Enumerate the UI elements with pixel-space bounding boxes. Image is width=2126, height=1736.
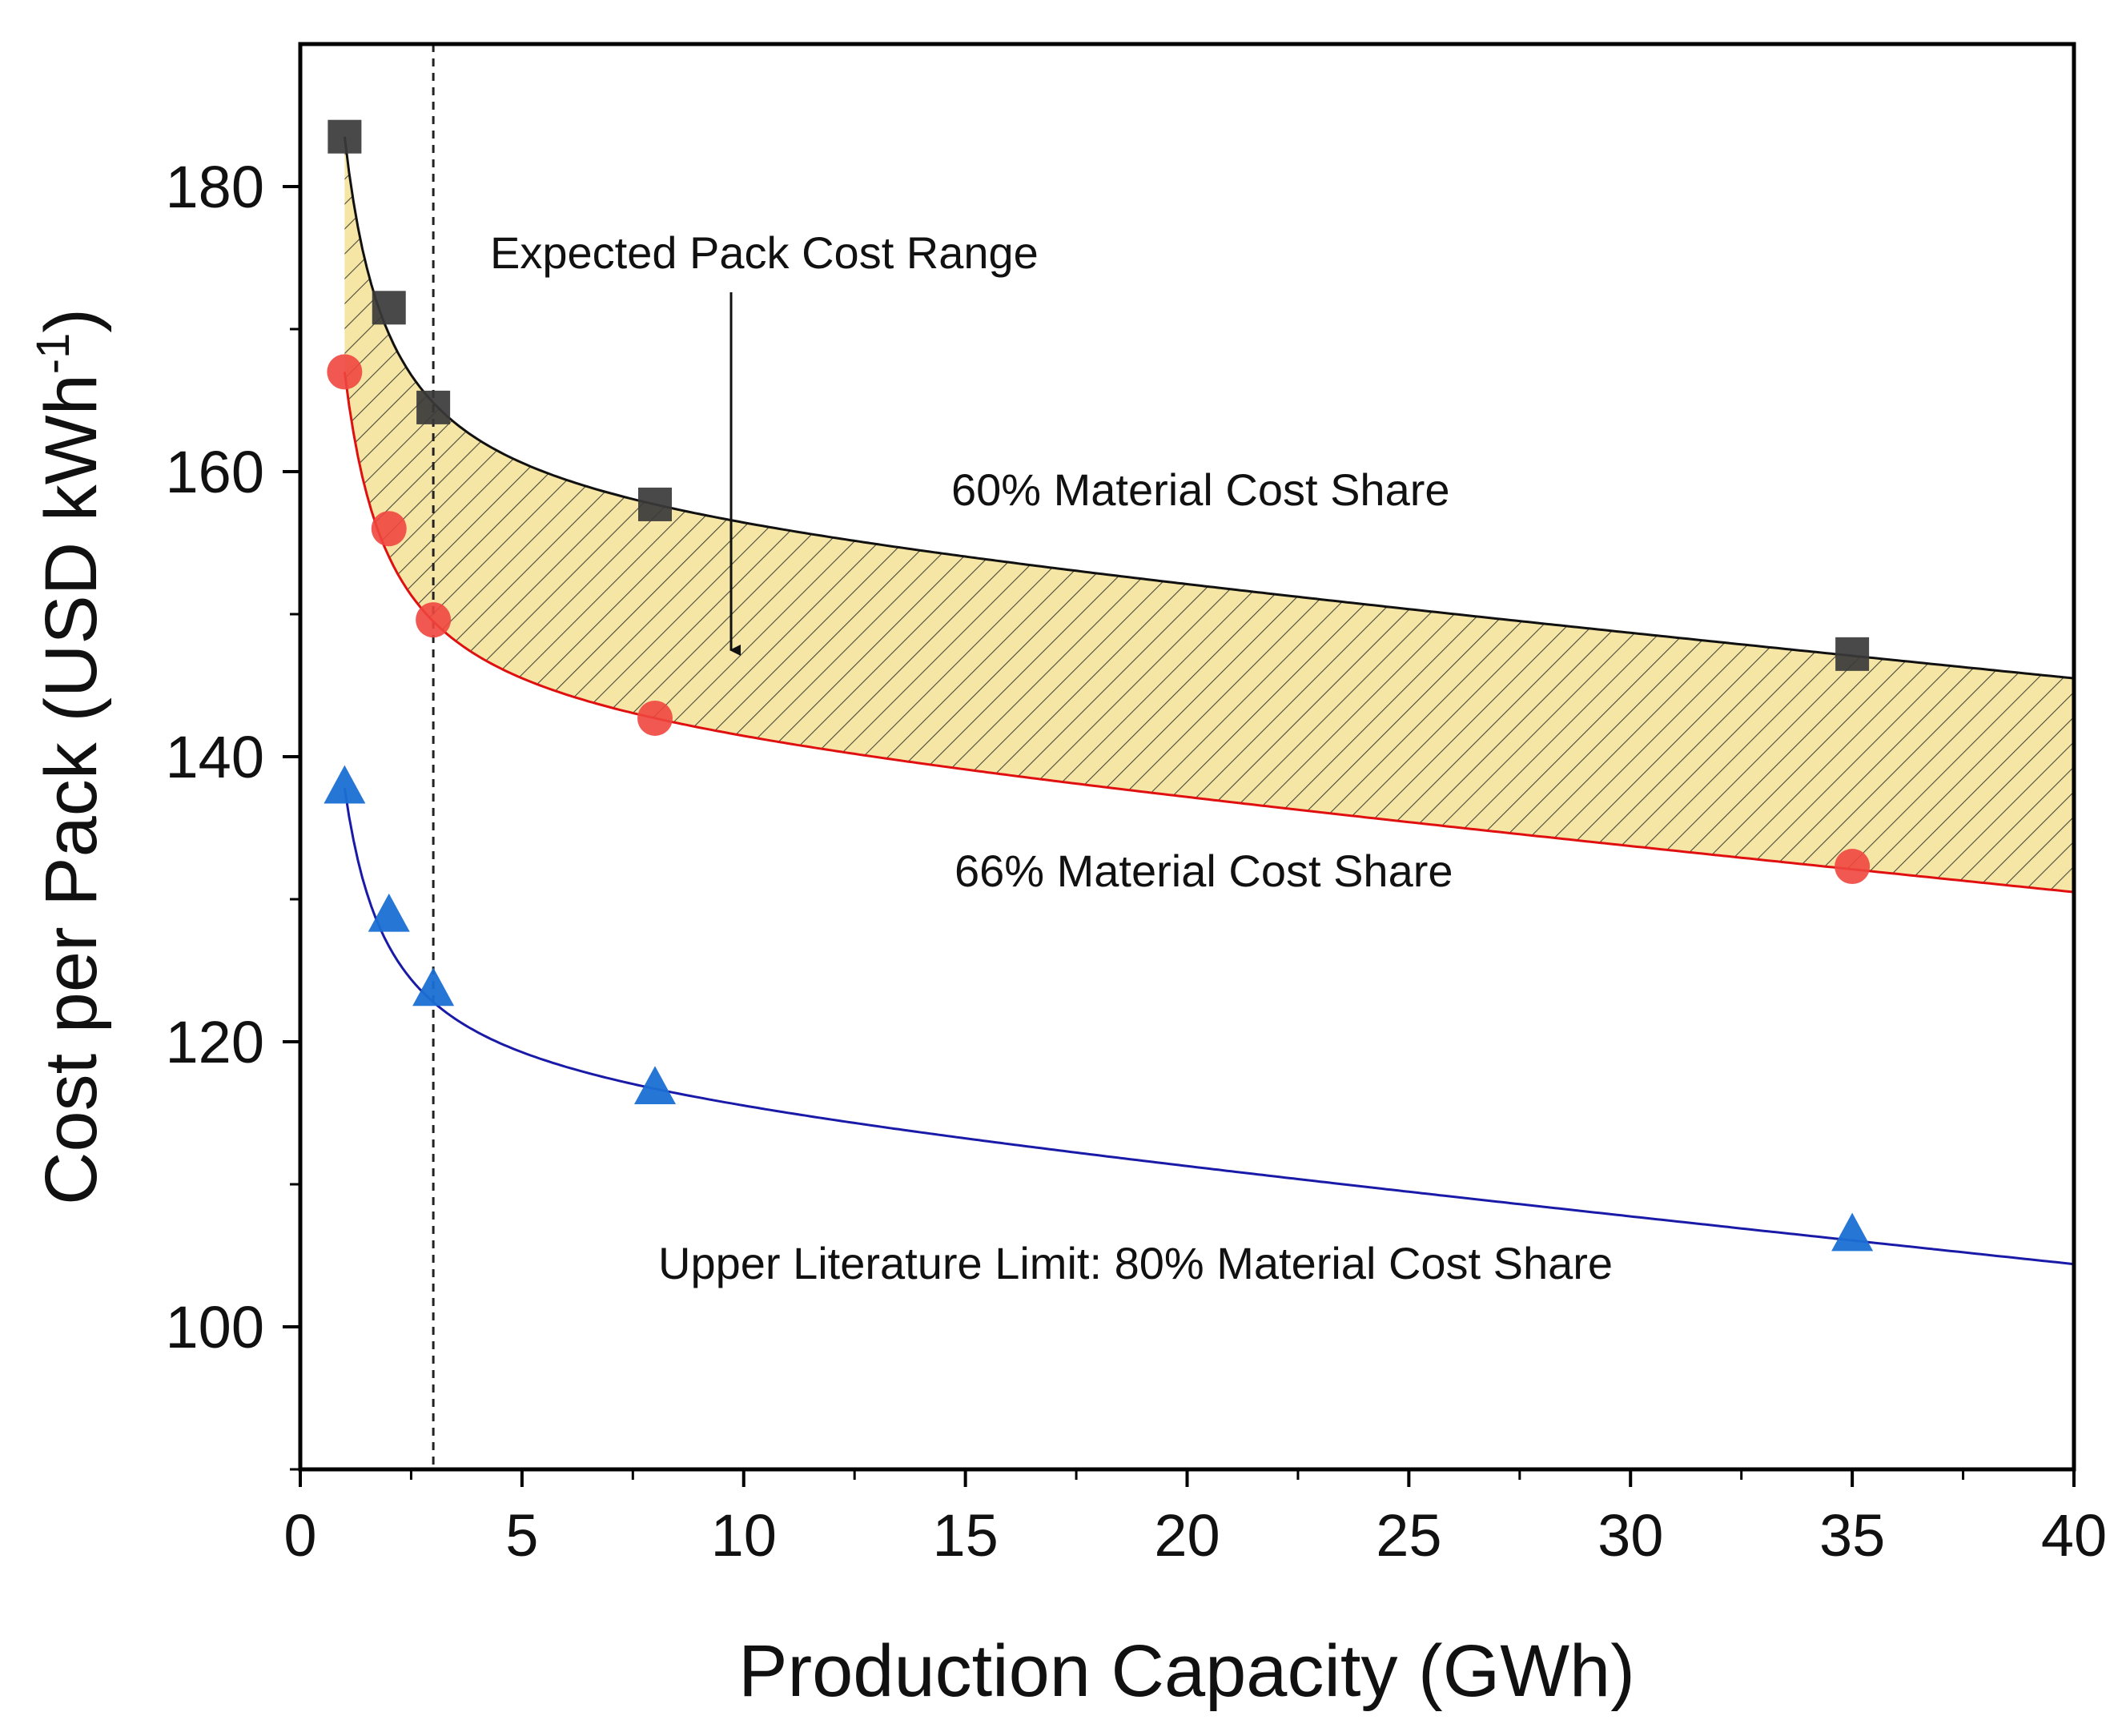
x-tick-label: 0 (283, 1502, 316, 1569)
x-tick-label: 5 (505, 1502, 538, 1569)
series-3-point-4 (634, 1066, 676, 1105)
fit-curve-1 (343, 136, 2074, 680)
series-2-point-5 (1835, 849, 1871, 885)
middle-series-label: 66% Material Cost Share (954, 846, 1453, 896)
y-tick-label: 180 (166, 154, 264, 220)
y-axis-label-main: Cost per Pack (USD kWh (30, 374, 112, 1205)
series-1-point-3 (416, 390, 451, 424)
x-tick-label: 40 (2041, 1502, 2107, 1569)
x-tick-label: 30 (1598, 1502, 1663, 1569)
series-2-point-3 (416, 602, 452, 638)
expected-cost-range-band (344, 136, 2074, 893)
series-3-point-1 (324, 765, 366, 804)
upper-series-label: 60% Material Cost Share (951, 464, 1450, 515)
series-3-point-2 (368, 893, 410, 932)
y-axis-label-close: ) (30, 308, 112, 333)
x-tick-label: 15 (932, 1502, 998, 1569)
series-3-point-3 (412, 967, 455, 1007)
y-axis-label: Cost per Pack (USD kWh-1) (27, 308, 112, 1205)
series-1-point-1 (328, 119, 362, 154)
x-tick-label: 10 (711, 1502, 777, 1569)
fit-curve-3 (343, 787, 2074, 1266)
fit-curve-2 (343, 372, 2074, 894)
series-3-point-5 (1831, 1212, 1874, 1252)
series-1-point-2 (372, 291, 406, 325)
x-tick-label: 35 (1819, 1502, 1885, 1569)
series-2-point-4 (637, 700, 673, 736)
y-tick-label: 140 (166, 724, 264, 790)
series-1-point-4 (638, 487, 672, 521)
x-axis-label: Production Capacity (GWh) (738, 1630, 1635, 1712)
x-tick-label: 25 (1376, 1502, 1441, 1569)
series-1-point-5 (1835, 637, 1870, 671)
series-2-point-2 (371, 511, 407, 547)
y-tick-label: 120 (166, 1009, 264, 1075)
x-tick-label: 20 (1154, 1502, 1220, 1569)
range-annotation: Expected Pack Cost Range (490, 227, 1039, 278)
y-axis-label-superscript: -1 (27, 333, 79, 375)
y-tick-label: 160 (166, 439, 264, 505)
y-tick-label: 100 (166, 1294, 264, 1360)
lower-series-label: Upper Literature Limit: 80% Material Cos… (658, 1238, 1613, 1288)
series-2-point-1 (327, 354, 363, 390)
